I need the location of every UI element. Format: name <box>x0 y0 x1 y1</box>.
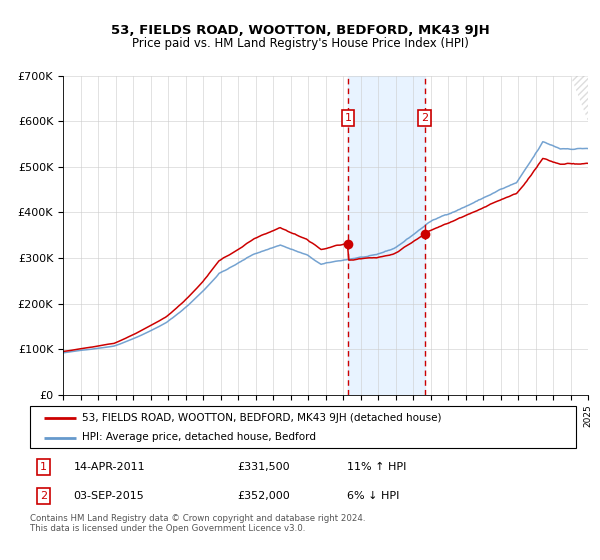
Text: Contains HM Land Registry data © Crown copyright and database right 2024.
This d: Contains HM Land Registry data © Crown c… <box>30 514 365 534</box>
Text: 03-SEP-2015: 03-SEP-2015 <box>74 491 145 501</box>
Text: HPI: Average price, detached house, Bedford: HPI: Average price, detached house, Bedf… <box>82 432 316 442</box>
Text: 2: 2 <box>421 113 428 123</box>
Text: Price paid vs. HM Land Registry's House Price Index (HPI): Price paid vs. HM Land Registry's House … <box>131 37 469 50</box>
Text: 6% ↓ HPI: 6% ↓ HPI <box>347 491 399 501</box>
Text: 53, FIELDS ROAD, WOOTTON, BEDFORD, MK43 9JH: 53, FIELDS ROAD, WOOTTON, BEDFORD, MK43 … <box>110 24 490 36</box>
Text: £352,000: £352,000 <box>238 491 290 501</box>
Text: 14-APR-2011: 14-APR-2011 <box>74 462 145 472</box>
Text: 2: 2 <box>40 491 47 501</box>
Text: 1: 1 <box>40 462 47 472</box>
Text: 53, FIELDS ROAD, WOOTTON, BEDFORD, MK43 9JH (detached house): 53, FIELDS ROAD, WOOTTON, BEDFORD, MK43 … <box>82 413 442 423</box>
Bar <box>348 76 425 395</box>
FancyBboxPatch shape <box>30 406 576 448</box>
Polygon shape <box>571 76 588 121</box>
Text: 1: 1 <box>344 113 352 123</box>
Text: £331,500: £331,500 <box>238 462 290 472</box>
Text: 11% ↑ HPI: 11% ↑ HPI <box>347 462 406 472</box>
